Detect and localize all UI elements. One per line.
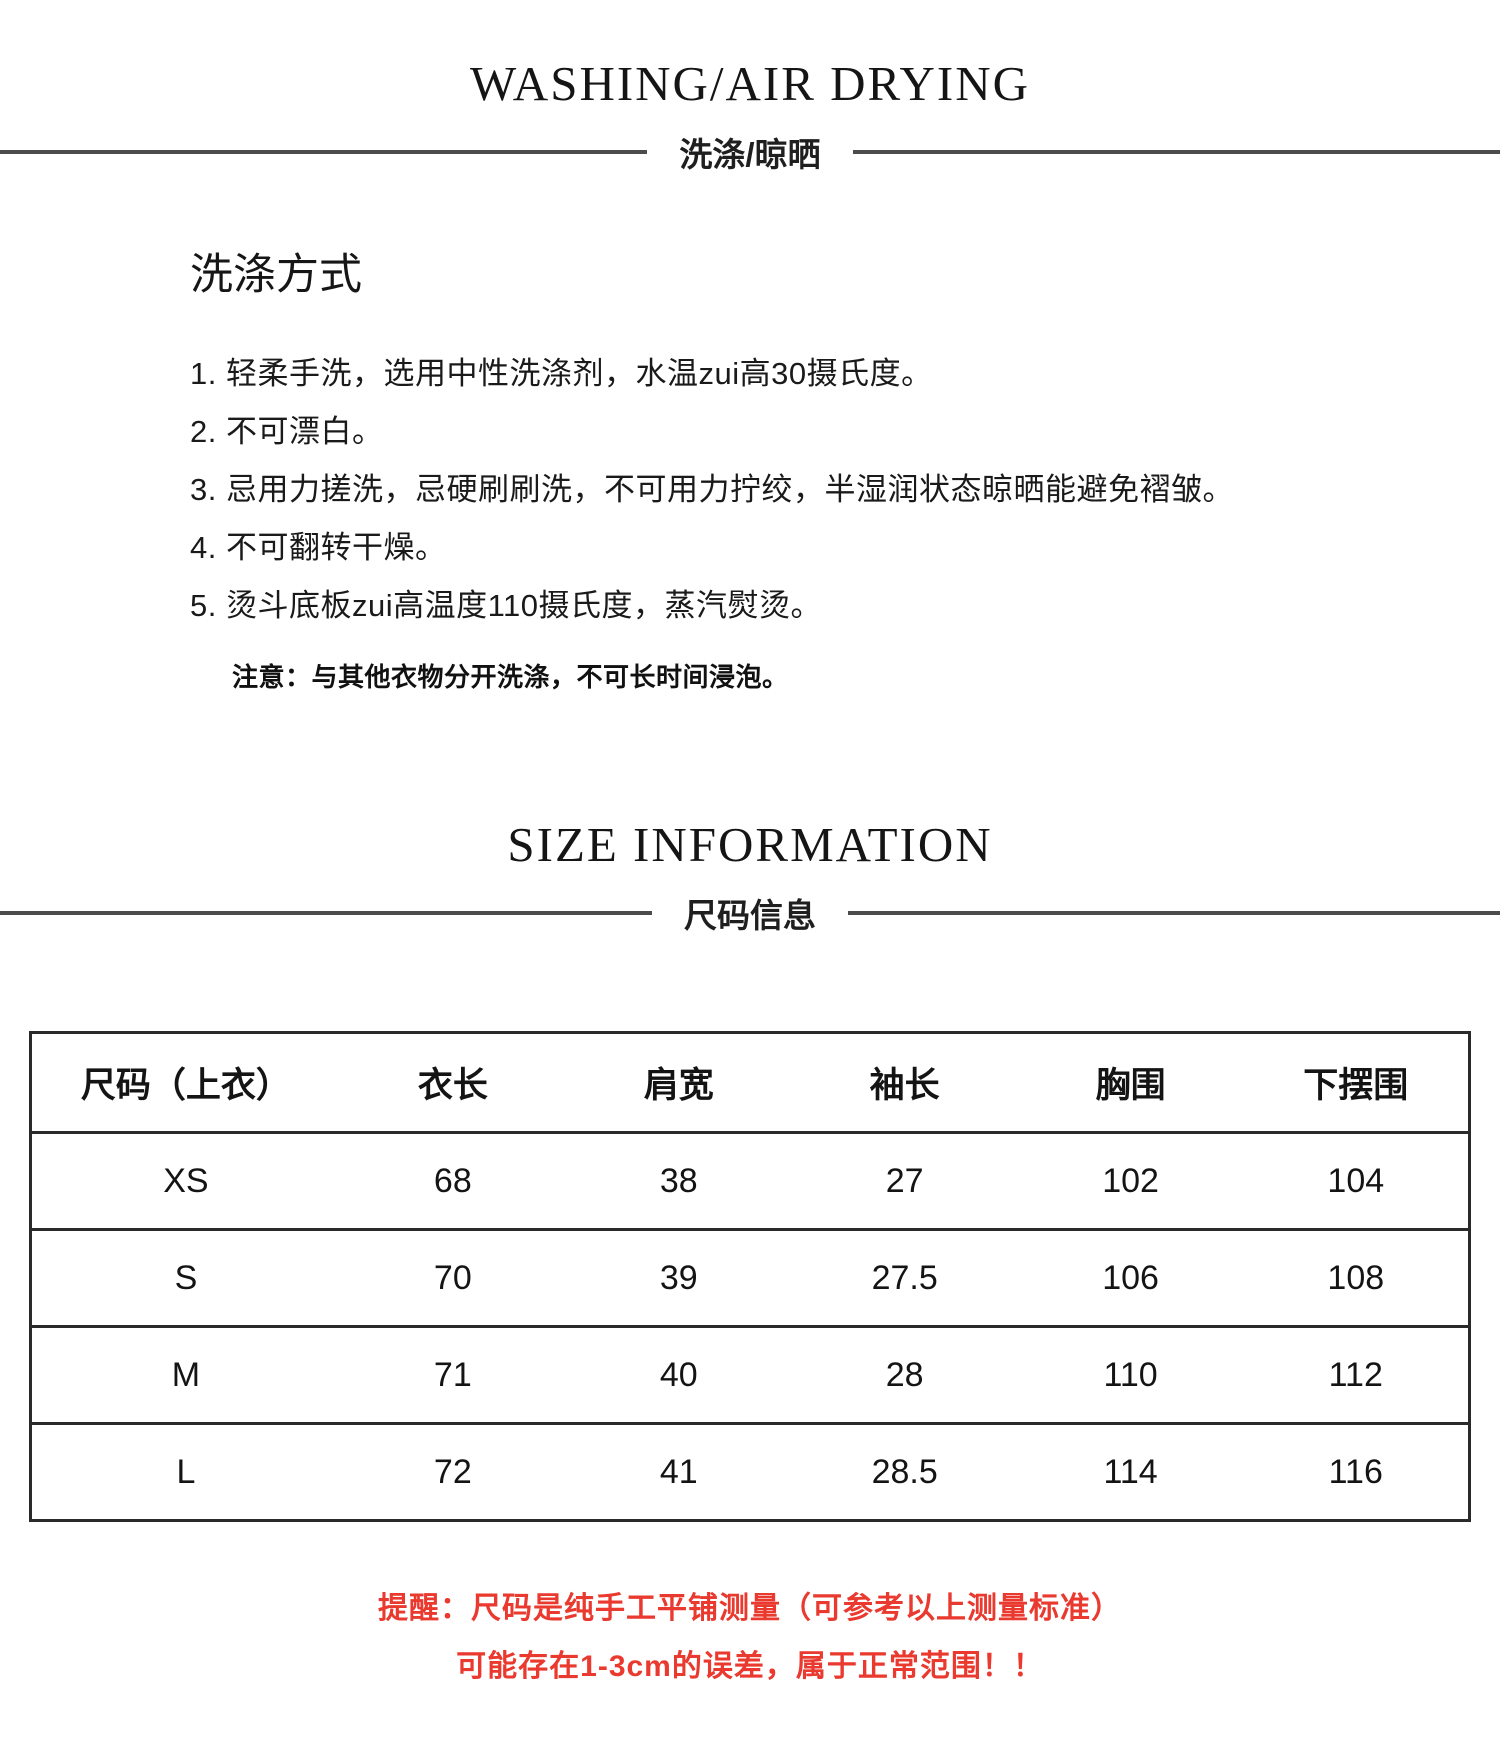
size-table-header: 肩宽 bbox=[643, 1066, 714, 1105]
washing-method-heading: 洗涤方式 bbox=[190, 251, 362, 299]
size-cell: 70 bbox=[433, 1258, 472, 1297]
size-cell: 116 bbox=[1328, 1452, 1383, 1491]
size-table-header: 胸围 bbox=[1095, 1066, 1166, 1105]
size-cell: 102 bbox=[1102, 1161, 1159, 1200]
size-section-title-cn: 尺码信息 bbox=[684, 897, 816, 934]
washing-note: 注意：与其他衣物分开洗涤，不可长时间浸泡。 bbox=[232, 662, 789, 692]
size-reminder-line2: 可能存在1-3cm的误差，属于正常范围！！ bbox=[456, 1650, 1044, 1683]
size-cell: 110 bbox=[1103, 1355, 1158, 1394]
size-table-header-row: 尺码（上衣） 衣长 肩宽 袖长 胸围 下摆围 bbox=[30, 1033, 1470, 1133]
size-table-row-xs: XS 68 38 27 102 104 bbox=[30, 1133, 1470, 1230]
size-cell: 114 bbox=[1103, 1452, 1158, 1491]
size-cell: 71 bbox=[433, 1355, 472, 1394]
size-table-header: 下摆围 bbox=[1303, 1066, 1409, 1105]
washing-section-title-cn: 洗涤/晾晒 bbox=[679, 136, 821, 173]
size-cell: 40 bbox=[659, 1355, 698, 1394]
washing-section-divider: 洗涤/晾晒 bbox=[0, 128, 1500, 176]
size-cell: XS bbox=[163, 1161, 209, 1200]
washing-steps-list: 1. 轻柔手洗，选用中性洗涤剂，水温zui高30摄氏度。 2. 不可漂白。 3.… bbox=[190, 358, 1500, 621]
size-cell: 27 bbox=[885, 1161, 924, 1200]
divider-line-right bbox=[848, 911, 1500, 915]
size-cell: 28.5 bbox=[871, 1452, 938, 1491]
washing-section-title-en: WASHING/AIR DRYING bbox=[469, 56, 1031, 111]
size-cell: 28 bbox=[885, 1355, 924, 1394]
size-cell: L bbox=[176, 1452, 196, 1491]
washing-step: 5. 烫斗底板zui高温度110摄氏度，蒸汽熨烫。 bbox=[190, 588, 823, 623]
size-table-header: 尺码（上衣） bbox=[80, 1066, 291, 1105]
size-table-row-s: S 70 39 27.5 106 108 bbox=[30, 1230, 1470, 1327]
size-table-header: 袖长 bbox=[869, 1066, 940, 1105]
divider-line-right bbox=[852, 150, 1500, 154]
size-cell: 68 bbox=[433, 1161, 472, 1200]
size-reminder: 提醒：尺码是纯手工平铺测量（可参考以上测量标准） 可能存在1-3cm的误差，属于… bbox=[0, 1580, 1500, 1696]
size-reminder-line1: 提醒：尺码是纯手工平铺测量（可参考以上测量标准） bbox=[378, 1592, 1122, 1625]
washing-step: 4. 不可翻转干燥。 bbox=[190, 530, 447, 565]
washing-step: 3. 忌用力搓洗，忌硬刷刷洗，不可用力拧绞，半湿润状态晾晒能避免褶皱。 bbox=[190, 472, 1234, 507]
size-cell: 38 bbox=[659, 1161, 698, 1200]
divider-line-left bbox=[0, 911, 652, 915]
size-cell: 106 bbox=[1102, 1258, 1159, 1297]
divider-line-left bbox=[0, 150, 648, 154]
size-cell: M bbox=[171, 1355, 201, 1394]
size-cell: 27.5 bbox=[871, 1258, 938, 1297]
washing-step: 2. 不可漂白。 bbox=[190, 414, 384, 449]
washing-step: 1. 轻柔手洗，选用中性洗涤剂，水温zui高30摄氏度。 bbox=[190, 356, 933, 391]
size-section-divider: 尺码信息 bbox=[0, 889, 1500, 937]
size-cell: 104 bbox=[1327, 1161, 1385, 1200]
size-section-title-en: SIZE INFORMATION bbox=[507, 817, 993, 872]
size-cell: 108 bbox=[1327, 1258, 1385, 1297]
size-cell: S bbox=[174, 1258, 198, 1297]
size-cell: 39 bbox=[659, 1258, 698, 1297]
size-table: 尺码（上衣） 衣长 肩宽 袖长 胸围 下摆围 XS 68 38 27 102 1… bbox=[29, 1031, 1471, 1522]
size-cell: 72 bbox=[433, 1452, 472, 1491]
size-table-row-m: M 71 40 28 110 112 bbox=[30, 1327, 1470, 1424]
size-cell: 112 bbox=[1328, 1355, 1383, 1394]
size-cell: 41 bbox=[659, 1452, 698, 1491]
size-table-row-l: L 72 41 28.5 114 116 bbox=[30, 1424, 1470, 1521]
size-table-header: 衣长 bbox=[417, 1066, 488, 1105]
